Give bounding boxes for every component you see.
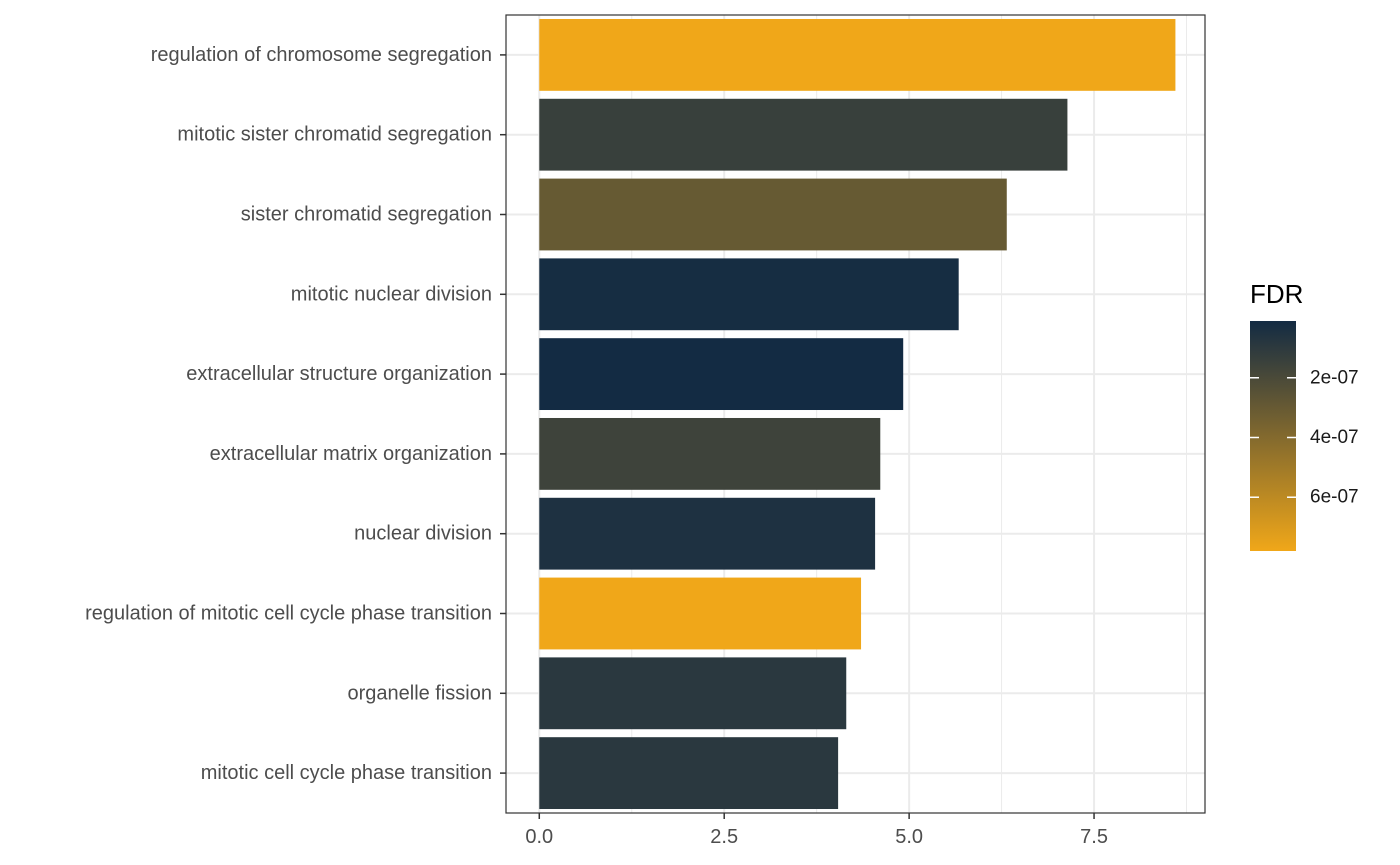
bar — [539, 98, 1068, 171]
category-label: extracellular matrix organization — [210, 443, 492, 465]
category-label: regulation of mitotic cell cycle phase t… — [85, 603, 492, 625]
bars — [539, 18, 1176, 810]
legend-ticks: 2e-07 4e-07 6e-07 — [1250, 367, 1359, 508]
x-tick-label: 5.0 — [895, 826, 923, 848]
bar — [539, 258, 959, 331]
bar — [539, 178, 1007, 251]
bar — [539, 737, 839, 810]
category-label: mitotic cell cycle phase transition — [201, 762, 492, 784]
bar — [539, 417, 881, 490]
x-tick-label: 0.0 — [525, 826, 553, 848]
x-tick-label: 7.5 — [1080, 826, 1108, 848]
category-label: sister chromatid segregation — [241, 204, 492, 226]
legend-colorbar — [1250, 321, 1296, 551]
bar — [539, 657, 847, 730]
bar — [539, 497, 876, 570]
fdr-legend: FDR 2e-07 4e-07 6e-07 — [1250, 279, 1359, 551]
legend-title: FDR — [1250, 279, 1303, 309]
bar — [539, 338, 904, 411]
legend-tick-label: 2e-07 — [1310, 367, 1359, 388]
category-label: mitotic nuclear division — [291, 283, 492, 305]
category-label: regulation of chromosome segregation — [151, 44, 492, 66]
legend-tick-label: 4e-07 — [1310, 427, 1359, 448]
bar — [539, 18, 1176, 91]
y-axis: regulation of chromosome segregation mito… — [85, 44, 506, 784]
category-label: organelle fission — [347, 682, 492, 704]
legend-tick-label: 6e-07 — [1310, 487, 1359, 508]
category-label: mitotic sister chromatid segregation — [177, 124, 492, 146]
panel-border — [505, 14, 1206, 814]
category-label: nuclear division — [354, 523, 492, 545]
bar — [539, 577, 862, 650]
category-label: extracellular structure organization — [186, 363, 492, 385]
x-axis: 0.0 2.5 5.0 7.5 — [525, 813, 1108, 848]
x-tick-label: 2.5 — [710, 826, 738, 848]
